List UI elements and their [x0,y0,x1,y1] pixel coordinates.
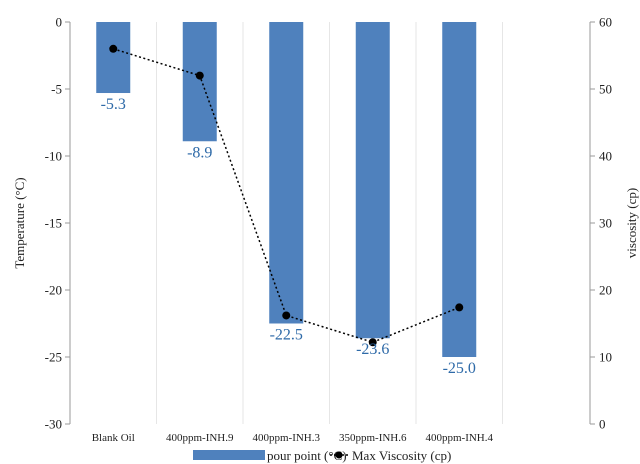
left-tick-label: -30 [45,417,62,432]
viscosity-point [195,71,204,80]
data-label: -22.5 [270,327,303,344]
viscosity-point [109,44,118,53]
left-tick-label: -15 [45,216,62,231]
bar [355,22,390,339]
left-axis-title: Temperature (°C) [12,177,27,268]
bar [269,22,304,324]
bar-data-labels: -5.3 -8.9 -22.5 -23.6 -25.0 [101,96,476,377]
data-label: -25.0 [443,360,476,377]
left-tick-label: -10 [45,149,62,164]
left-tick-label: -5 [51,82,62,97]
right-axis-ticks: 60 50 40 30 20 10 0 [590,15,612,432]
line-series-max-viscosity [109,44,464,347]
right-tick-label: 10 [599,350,612,365]
right-tick-label: 60 [599,15,612,30]
right-tick-label: 40 [599,149,612,164]
category-axis-labels: Blank Oil 400ppm-INH.9 400ppm-INH.3 350ppm-… [92,432,494,444]
category-label: 350ppm-INH.6 [339,432,407,444]
right-tick-label: 30 [599,216,612,231]
data-label: -8.9 [187,144,212,161]
legend-swatch-pour-point [193,450,265,460]
viscosity-point [368,338,377,347]
left-axis-ticks: 0 -5 -10 -15 -20 -25 -30 [45,15,70,432]
category-label: 400ppm-INH.4 [425,432,493,444]
right-tick-label: 50 [599,82,612,97]
legend-marker-max-viscosity [335,451,343,459]
bar-series-pour-point [96,22,477,357]
right-tick-label: 0 [599,417,606,432]
left-tick-label: -20 [45,283,62,298]
left-tick-label: 0 [56,15,63,30]
bar [442,22,477,357]
right-axis-title: viscosity (cp) [624,188,639,258]
legend-label-max-viscosity: Max Viscosity (cp) [352,448,451,463]
category-label: 400ppm-INH.3 [252,432,320,444]
viscosity-point [455,303,464,312]
legend-label-pour-point: pour point (°C) [267,448,347,463]
data-label: -5.3 [101,96,126,113]
bar [182,22,217,142]
gridlines [156,22,503,424]
left-tick-label: -25 [45,350,62,365]
viscosity-point [282,311,291,320]
right-tick-label: 20 [599,283,612,298]
viscosity-line [113,48,460,344]
data-label: -23.6 [356,341,389,358]
category-label: 400ppm-INH.9 [166,432,234,444]
legend: pour point (°C) Max Viscosity (cp) [193,448,451,463]
category-label: Blank Oil [92,432,135,444]
bar [96,22,131,94]
